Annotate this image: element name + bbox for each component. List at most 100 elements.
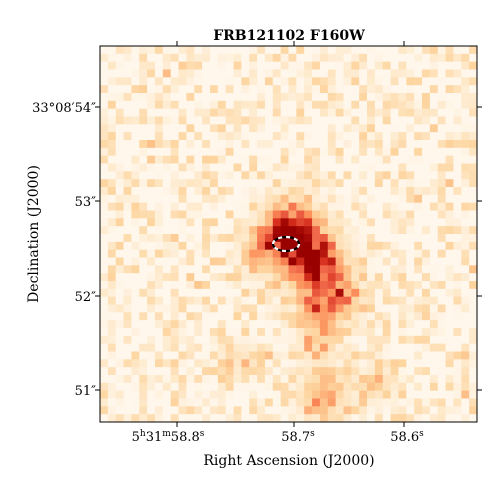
image-pixel — [382, 108, 391, 117]
image-pixel — [115, 273, 124, 282]
image-pixel — [194, 414, 203, 423]
image-pixel — [225, 241, 234, 251]
image-pixel — [257, 46, 266, 55]
image-pixel — [225, 351, 234, 360]
image-pixel — [359, 359, 368, 368]
image-pixel — [107, 147, 117, 157]
image-pixel — [437, 85, 446, 94]
image-pixel — [178, 359, 187, 368]
image-pixel — [343, 61, 352, 70]
image-pixel — [437, 351, 446, 360]
image-pixel — [422, 140, 431, 149]
image-pixel — [367, 328, 376, 337]
image-pixel — [327, 273, 337, 282]
image-pixel — [202, 124, 211, 133]
image-pixel — [272, 179, 282, 188]
image-pixel — [162, 124, 172, 133]
image-pixel — [202, 210, 211, 219]
image-pixel — [233, 359, 242, 368]
image-pixel — [414, 108, 423, 117]
image-pixel — [437, 194, 446, 204]
image-pixel — [304, 281, 313, 290]
image-pixel — [257, 179, 266, 188]
image-pixel — [280, 367, 289, 376]
image-pixel — [382, 320, 391, 329]
image-pixel — [100, 147, 109, 157]
image-pixel — [437, 155, 446, 164]
image-pixel — [382, 265, 391, 274]
image-pixel — [422, 359, 431, 368]
image-pixel — [170, 194, 179, 204]
image-pixel — [374, 61, 384, 70]
image-pixel — [280, 194, 289, 204]
image-pixel — [107, 328, 117, 337]
image-pixel — [107, 155, 117, 164]
image-pixel — [414, 359, 423, 368]
image-pixel — [131, 249, 140, 258]
image-pixel — [398, 273, 407, 282]
image-pixel — [249, 390, 258, 399]
image-pixel — [209, 179, 219, 188]
image-pixel — [147, 226, 156, 235]
image-pixel — [194, 241, 203, 251]
image-pixel — [178, 226, 187, 235]
image-pixel — [429, 147, 439, 157]
image-pixel — [398, 265, 407, 274]
image-pixel — [186, 171, 195, 180]
image-pixel — [217, 328, 227, 337]
image-pixel — [398, 296, 407, 305]
image-pixel — [257, 124, 266, 133]
image-pixel — [178, 194, 187, 204]
image-pixel — [367, 320, 376, 329]
image-pixel — [170, 273, 179, 282]
image-pixel — [304, 304, 313, 313]
image-pixel — [123, 375, 132, 384]
image-pixel — [115, 359, 124, 368]
image-pixel — [100, 234, 109, 243]
image-pixel — [437, 234, 446, 243]
image-pixel — [469, 108, 478, 117]
image-pixel — [304, 226, 313, 235]
image-pixel — [374, 241, 384, 251]
image-pixel — [414, 140, 423, 149]
image-pixel — [312, 53, 321, 63]
image-pixel — [107, 390, 117, 399]
image-pixel — [312, 273, 321, 282]
image-pixel — [115, 265, 124, 274]
image-pixel — [296, 257, 305, 266]
image-pixel — [186, 61, 195, 70]
image-pixel — [217, 375, 227, 384]
image-pixel — [461, 187, 470, 196]
image-pixel — [272, 367, 282, 376]
image-pixel — [139, 85, 148, 94]
image-pixel — [264, 140, 274, 149]
image-pixel — [100, 257, 109, 266]
image-pixel — [296, 124, 305, 133]
image-pixel — [123, 273, 132, 282]
image-pixel — [312, 406, 321, 415]
image-pixel — [100, 288, 109, 298]
image-pixel — [233, 100, 242, 110]
image-pixel — [139, 414, 148, 423]
image-pixel — [194, 226, 203, 235]
image-pixel — [343, 85, 352, 94]
image-pixel — [178, 375, 187, 384]
image-pixel — [367, 257, 376, 266]
image-pixel — [115, 234, 124, 243]
image-pixel — [131, 335, 140, 345]
image-pixel — [241, 328, 250, 337]
image-pixel — [178, 46, 187, 55]
image-pixel — [382, 155, 391, 164]
image-pixel — [186, 249, 195, 258]
image-pixel — [319, 296, 329, 305]
image-pixel — [359, 328, 368, 337]
image-pixel — [335, 194, 344, 204]
image-pixel — [249, 312, 258, 321]
image-pixel — [367, 382, 376, 392]
image-pixel — [374, 194, 384, 204]
image-pixel — [398, 140, 407, 149]
image-pixel — [202, 335, 211, 345]
image-pixel — [327, 249, 337, 258]
image-pixel — [422, 398, 431, 407]
image-pixel — [343, 202, 352, 211]
